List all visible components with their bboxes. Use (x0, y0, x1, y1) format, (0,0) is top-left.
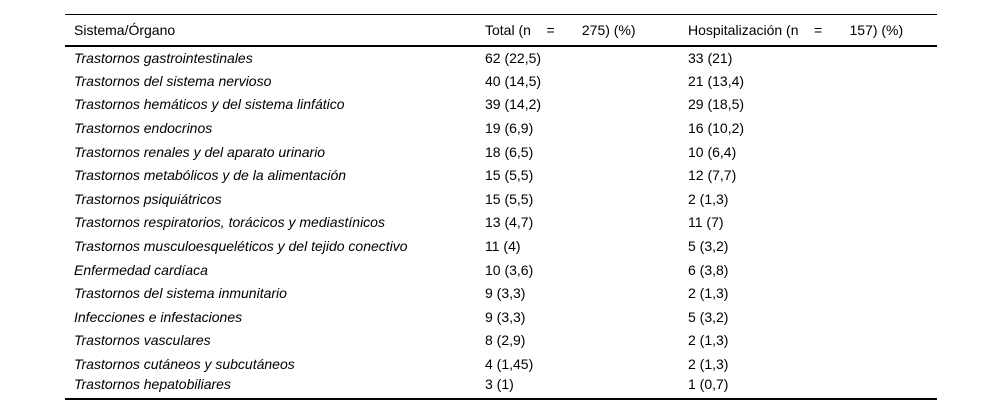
cell-total: 10 (3,6) (485, 261, 534, 278)
table-row: Enfermedad cardíaca 10 (3,6) 6 (3,8) (65, 258, 937, 282)
cell-organ: Trastornos respiratorios, torácicos y me… (74, 214, 385, 231)
cell-total: 9 (3,3) (485, 308, 526, 325)
cell-total: 9 (3,3) (485, 285, 526, 302)
table-row: Trastornos hemáticos y del sistema linfá… (65, 93, 937, 117)
cell-hospitalizacion: 5 (3,2) (688, 308, 729, 325)
cell-hospitalizacion: 2 (1,3) (688, 356, 729, 373)
cell-hospitalizacion: 6 (3,8) (688, 261, 729, 278)
table-body: Trastornos gastrointestinales 62 (22,5) … (65, 46, 937, 400)
cell-total: 15 (5,5) (485, 167, 534, 184)
cell-hospitalizacion: 2 (1,3) (688, 190, 729, 207)
cell-organ: Trastornos del sistema nervioso (74, 72, 272, 89)
cell-total: 40 (14,5) (485, 72, 542, 89)
table-row: Trastornos psiquiátricos 15 (5,5) 2 (1,3… (65, 187, 937, 211)
cell-organ: Trastornos metabólicos y de la alimentac… (74, 167, 347, 184)
cell-hospitalizacion: 10 (6,4) (688, 143, 737, 160)
table-row: Trastornos vasculares 8 (2,9) 2 (1,3) (65, 329, 937, 353)
cell-total: 3 (1) (485, 376, 514, 393)
cell-total: 11 (4) (485, 238, 521, 255)
cell-total: 19 (6,9) (485, 120, 534, 137)
cell-organ: Trastornos hepatobiliares (74, 376, 231, 393)
adverse-events-table: Sistema/Órgano Total (n = 275) (%) Hospi… (65, 14, 937, 400)
table-row: Trastornos metabólicos y de la alimentac… (65, 163, 937, 187)
column-header-sistema-organo: Sistema/Órgano (74, 21, 176, 38)
cell-organ: Trastornos del sistema inmunitario (74, 285, 287, 302)
cell-organ: Trastornos psiquiátricos (74, 190, 222, 207)
cell-total: 4 (1,45) (485, 356, 534, 373)
data-table: Sistema/Órgano Total (n = 275) (%) Hospi… (65, 14, 937, 400)
cell-total: 18 (6,5) (485, 143, 534, 160)
table-row: Trastornos endocrinos 19 (6,9) 16 (10,2) (65, 116, 937, 140)
cell-organ: Trastornos vasculares (74, 332, 211, 349)
cell-total: 13 (4,7) (485, 214, 534, 231)
table-row: Trastornos respiratorios, torácicos y me… (65, 211, 937, 235)
table-row: Trastornos del sistema nervioso 40 (14,5… (65, 69, 937, 93)
cell-organ: Trastornos cutáneos y subcutáneos (74, 356, 295, 373)
table-row: Trastornos musculoesqueléticos y del tej… (65, 234, 937, 258)
cell-hospitalizacion: 12 (7,7) (688, 167, 737, 184)
cell-hospitalizacion: 11 (7) (688, 214, 724, 231)
cell-total: 8 (2,9) (485, 332, 526, 349)
cell-total: 39 (14,2) (485, 96, 542, 113)
table-row: Trastornos cutáneos y subcutáneos 4 (1,4… (65, 352, 937, 376)
cell-organ: Trastornos gastrointestinales (74, 49, 253, 66)
header-row: Sistema/Órgano Total (n = 275) (%) Hospi… (65, 14, 937, 46)
cell-organ: Infecciones e infestaciones (74, 308, 243, 325)
cell-hospitalizacion: 29 (18,5) (688, 96, 745, 113)
cell-hospitalizacion: 33 (21) (688, 49, 733, 66)
cell-organ: Trastornos hemáticos y del sistema linfá… (74, 96, 345, 113)
cell-organ: Enfermedad cardíaca (74, 261, 208, 278)
cell-hospitalizacion: 21 (13,4) (688, 72, 745, 89)
table-row: Trastornos gastrointestinales 62 (22,5) … (65, 46, 937, 70)
cell-hospitalizacion: 2 (1,3) (688, 285, 729, 302)
table-row: Trastornos hepatobiliares 3 (1) 1 (0,7) (65, 376, 937, 400)
cell-hospitalizacion: 5 (3,2) (688, 238, 729, 255)
cell-hospitalizacion: 2 (1,3) (688, 332, 729, 349)
cell-organ: Trastornos renales y del aparato urinari… (74, 143, 326, 160)
cell-organ: Trastornos musculoesqueléticos y del tej… (74, 238, 408, 255)
cell-hospitalizacion: 16 (10,2) (688, 120, 745, 137)
column-header-total: Total (n = 275) (%) (485, 21, 636, 38)
cell-hospitalizacion: 1 (0,7) (688, 376, 729, 393)
cell-total: 62 (22,5) (485, 49, 542, 66)
table-row: Trastornos renales y del aparato urinari… (65, 140, 937, 164)
table-row: Infecciones e infestaciones 9 (3,3) 5 (3… (65, 305, 937, 329)
column-header-hospitalizacion: Hospitalización (n = 157) (%) (688, 21, 904, 38)
cell-total: 15 (5,5) (485, 190, 534, 207)
cell-organ: Trastornos endocrinos (74, 120, 213, 137)
table-row: Trastornos del sistema inmunitario 9 (3,… (65, 281, 937, 305)
